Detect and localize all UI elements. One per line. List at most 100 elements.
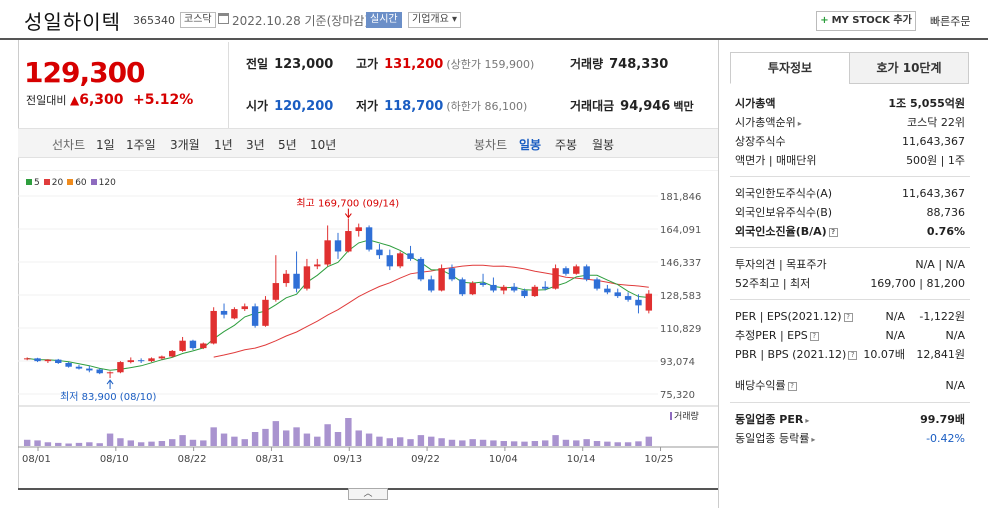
candle-body	[428, 279, 435, 291]
row-per-eps: PER | EPS(2021.12)? N/A -1,122원	[735, 309, 965, 325]
price-change: 전일대비 ▲6,300 +5.12%	[26, 92, 193, 108]
volume-bar	[251, 432, 259, 446]
help-icon[interactable]: ?	[848, 350, 858, 360]
candle-body	[355, 227, 362, 232]
high-arrow-head	[344, 213, 352, 219]
period-3m[interactable]: 3개월	[170, 138, 200, 152]
help-icon[interactable]: ?	[828, 227, 838, 237]
triangle-right-icon: ▸	[797, 119, 802, 128]
volume-bar	[220, 433, 228, 446]
candle-monthly[interactable]: 월봉	[592, 138, 615, 152]
help-icon[interactable]: ?	[787, 381, 797, 391]
help-icon[interactable]: ?	[843, 312, 853, 322]
candle-body	[593, 279, 601, 289]
legend-label: 20	[51, 178, 64, 188]
stat-value: 123,000	[274, 57, 334, 72]
volume-bar	[604, 441, 611, 446]
row-value: N/A	[945, 379, 965, 392]
candle-body	[179, 340, 186, 351]
row-label: 외국인소진율(B/A)?	[735, 224, 838, 240]
volume-bar	[562, 439, 570, 446]
price-chart[interactable]: 181,846 164,091 146,337 128,583 110,829 93,07…	[18, 170, 718, 470]
help-icon[interactable]: ?	[809, 331, 819, 341]
ma5-line	[27, 239, 649, 371]
divider	[730, 176, 970, 177]
chart-scroll-toggle[interactable]: ︿	[348, 488, 388, 500]
stat-label: 시가	[246, 99, 269, 113]
legend-label: 60	[75, 178, 87, 188]
change-percent: +5.12%	[133, 92, 194, 108]
row-industry-per[interactable]: 동일업종 PER ▸ 99.79배	[735, 412, 965, 428]
candle-body	[200, 343, 207, 349]
volume-bar	[624, 442, 632, 446]
volume-bar	[324, 424, 331, 446]
volume-bar	[137, 442, 145, 446]
divider	[228, 42, 229, 128]
stat-label: 고가	[356, 57, 379, 71]
volume-bar	[365, 433, 373, 446]
realtime-button[interactable]: 실시간	[366, 12, 402, 28]
volume-bar	[75, 442, 83, 446]
period-10y[interactable]: 10년	[310, 138, 337, 152]
candle-body	[500, 286, 507, 291]
row-label: 52주최고 | 최저	[735, 277, 811, 290]
candle-body	[158, 356, 166, 359]
volume-bar	[200, 440, 207, 446]
volume-bar	[583, 439, 590, 446]
change-label: 전일대비	[26, 94, 67, 107]
period-1y[interactable]: 1년	[214, 138, 233, 152]
stat-value: 131,200	[384, 57, 444, 72]
row-52week: 52주최고 | 최저 169,700 | 81,200	[735, 276, 965, 292]
volume-bar	[241, 439, 248, 446]
stat-label: 거래대금	[570, 99, 615, 113]
quick-order-link[interactable]: 빠른주문	[930, 15, 971, 28]
my-stock-add-button[interactable]: + MY STOCK 추가	[816, 11, 916, 31]
volume-bar	[428, 436, 435, 446]
volume-bar	[542, 440, 549, 446]
stat-value: 94,946	[620, 99, 671, 114]
period-1d[interactable]: 1일	[96, 138, 115, 152]
chevron-up-icon: ︿	[363, 489, 373, 499]
tab-quote-10[interactable]: 호가 10단계	[849, 52, 969, 84]
triangle-right-icon: ▸	[811, 435, 816, 444]
candle-body	[272, 283, 280, 300]
volume-bar	[614, 442, 621, 446]
volume-bar	[417, 435, 425, 446]
candle-body	[241, 306, 248, 310]
candle-daily[interactable]: 일봉	[519, 138, 542, 152]
bps-value: 12,841원	[916, 348, 965, 361]
candle-weekly[interactable]: 주봉	[555, 138, 578, 152]
x-tick-label: 09/22	[411, 454, 440, 465]
row-label: 동일업종 PER ▸	[735, 412, 809, 429]
period-1w[interactable]: 1주일	[126, 138, 156, 152]
plus-icon: +	[820, 15, 829, 26]
candle-body	[542, 286, 549, 289]
volume-bar	[272, 421, 280, 446]
period-3y[interactable]: 3년	[246, 138, 265, 152]
row-label-text: 동일업종 PER	[735, 413, 804, 426]
volume-bar	[645, 436, 653, 446]
company-info-dropdown[interactable]: 기업개요 ▾	[408, 12, 462, 28]
x-tick-label: 10/04	[489, 454, 518, 465]
candle-body	[407, 253, 414, 259]
tab-invest-info[interactable]: 투자정보	[730, 52, 850, 84]
candle-body	[396, 253, 404, 267]
row-value: 11,643,367	[902, 187, 965, 200]
row-label-text: PER | EPS(2021.12)	[735, 310, 842, 323]
row-industry-rate[interactable]: 동일업종 등락률 ▸ -0.42%	[735, 431, 965, 447]
volume-bar	[86, 442, 93, 446]
ma20-line	[213, 264, 649, 358]
row-label: 동일업종 등락률 ▸	[735, 431, 815, 448]
row-value: 11,643,367	[902, 135, 965, 148]
period-5y[interactable]: 5년	[278, 138, 297, 152]
row-value: 0.76%	[926, 225, 965, 238]
candle-chart-label: 봉차트	[474, 138, 508, 152]
row-cap-rank[interactable]: 시가총액순위 ▸ 코스닥 22위	[735, 115, 965, 131]
line-chart-label: 선차트	[52, 138, 86, 152]
triangle-right-icon: ▸	[805, 416, 810, 425]
candle-body	[376, 249, 383, 256]
x-tick-label: 10/25	[645, 454, 674, 465]
volume-bar	[189, 439, 197, 446]
candle-body	[469, 283, 476, 295]
volume-bar	[210, 427, 217, 446]
